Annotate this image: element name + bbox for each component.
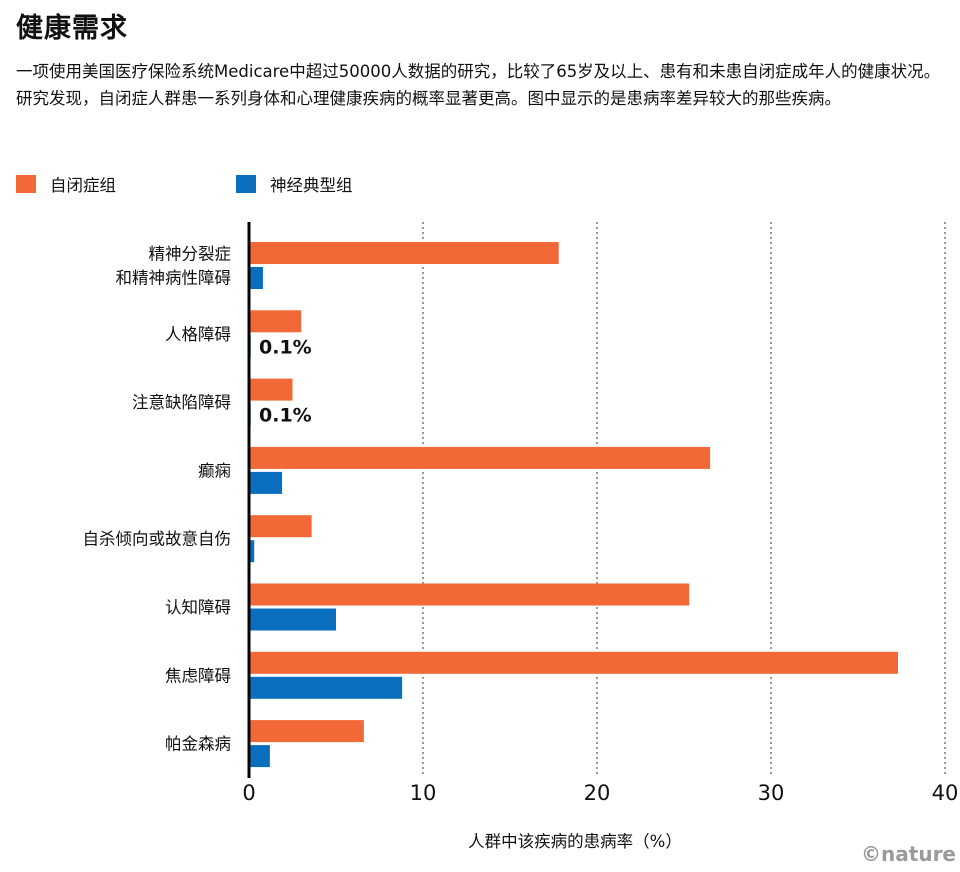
chart-subtitle: 一项使用美国医疗保险系统Medicare中超过50000人数据的研究，比较了65… xyxy=(16,62,941,108)
category-label: 人格障碍 xyxy=(165,325,231,344)
x-tick-label: 30 xyxy=(758,781,785,805)
category-label: 和精神病性障碍 xyxy=(116,269,232,288)
bar-autism xyxy=(249,651,899,674)
bar-neurotypical xyxy=(249,676,403,699)
legend-item-neurotypical: 神经典型组 xyxy=(236,172,353,196)
data-label: 0.1% xyxy=(259,405,312,427)
legend-label-autism: 自闭症组 xyxy=(50,176,116,195)
x-tick-label: 20 xyxy=(584,781,611,805)
bar-autism xyxy=(249,242,559,264)
legend-swatch-autism xyxy=(16,175,36,193)
category-label: 焦虑障碍 xyxy=(165,666,231,685)
nature-credit: ©nature xyxy=(861,842,956,866)
bar-neurotypical xyxy=(249,471,283,494)
category-label: 癫痫 xyxy=(198,461,231,480)
bar-neurotypical xyxy=(249,540,255,563)
legend-label-neurotypical: 神经典型组 xyxy=(270,176,353,195)
category-label: 注意缺陷障碍 xyxy=(132,393,231,412)
legend-item-autism: 自闭症组 xyxy=(16,172,116,196)
bar-neurotypical xyxy=(249,745,270,768)
bar-autism xyxy=(249,583,690,606)
bar-autism xyxy=(249,446,711,469)
bar-autism xyxy=(249,310,302,333)
page-title: 健康需求 xyxy=(16,13,128,44)
bar-autism xyxy=(249,720,364,743)
x-axis-label: 人群中该疾病的患病率（%） xyxy=(468,832,682,851)
x-tick-label: 40 xyxy=(932,781,959,805)
x-tick-label: 10 xyxy=(410,781,437,805)
legend-swatch-neurotypical xyxy=(236,175,256,193)
bar-autism xyxy=(249,378,293,401)
bar-neurotypical xyxy=(249,608,336,631)
category-label: 自杀倾向或故意自伤 xyxy=(83,530,232,549)
chart-legend: 自闭症组 神经典型组 xyxy=(16,172,473,196)
bar-neurotypical xyxy=(249,267,263,289)
x-tick-label: 0 xyxy=(242,781,255,805)
category-label: 帕金森病 xyxy=(165,735,231,754)
bar-autism xyxy=(249,515,312,538)
category-label: 认知障碍 xyxy=(165,598,231,617)
data-label: 0.1% xyxy=(259,336,312,358)
category-label: 精神分裂症 xyxy=(149,245,232,264)
